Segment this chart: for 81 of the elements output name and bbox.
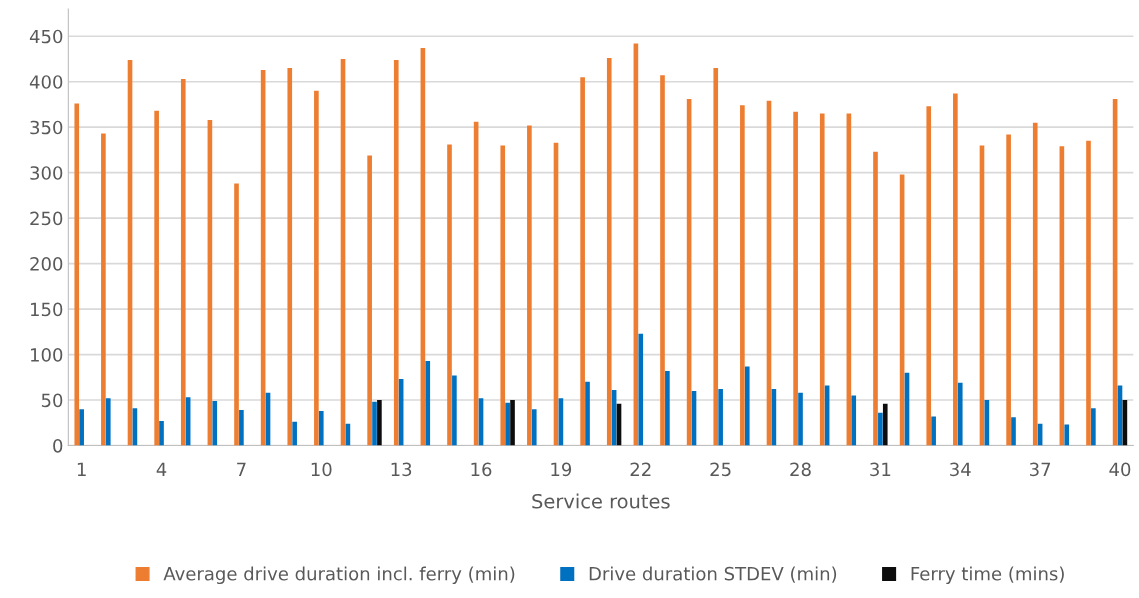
- bar: [665, 370, 670, 446]
- bar: [957, 382, 963, 446]
- y-tick-label: 350: [30, 120, 63, 135]
- bar: [180, 79, 186, 446]
- bar: [851, 395, 857, 446]
- bar: [105, 398, 111, 446]
- bar: [580, 77, 585, 446]
- bar: [1064, 424, 1070, 446]
- bar: [287, 68, 293, 446]
- x-tick-label: 1: [77, 462, 86, 476]
- bar: [953, 93, 958, 446]
- bar: [314, 90, 319, 446]
- y-tick-label: 450: [29, 29, 63, 44]
- bar: [239, 410, 244, 446]
- bar: [212, 400, 218, 446]
- x-tick-label: 40: [1109, 462, 1131, 477]
- bar: [234, 183, 239, 446]
- bar: [931, 416, 936, 446]
- bar: [744, 366, 750, 446]
- x-tick-label: 28: [790, 462, 811, 477]
- x-tick-label: 16: [471, 462, 492, 477]
- bar: [660, 75, 665, 446]
- y-tick-label: 400: [29, 75, 63, 89]
- x-tick-label: 7: [237, 462, 246, 476]
- bar: [531, 409, 537, 446]
- bar: [718, 389, 723, 446]
- bar: [447, 144, 452, 446]
- bar: [798, 392, 803, 446]
- bar: [882, 403, 888, 446]
- legend-label: Ferry time (mins): [911, 566, 1064, 584]
- x-tick-label: 25: [710, 462, 731, 477]
- bar: [452, 375, 457, 446]
- y-tick-label: 0: [53, 438, 63, 453]
- x-tick-label: 4: [156, 462, 167, 476]
- bar: [527, 125, 532, 446]
- y-tick-label: 100: [31, 348, 63, 362]
- legend-label: Drive duration STDEV (min): [589, 566, 837, 583]
- bar: [505, 402, 510, 446]
- bar: [1006, 134, 1011, 446]
- bar: [1032, 122, 1038, 446]
- x-tick-label: 31: [870, 462, 891, 477]
- y-tick-label: 150: [31, 302, 63, 317]
- bar: [377, 400, 382, 446]
- x-tick-label: 37: [1030, 462, 1051, 477]
- bar: [1091, 408, 1096, 446]
- y-tick-label: 50: [41, 393, 63, 408]
- x-tick-label: 19: [551, 462, 572, 477]
- bar: [101, 133, 106, 446]
- bar: [79, 409, 84, 446]
- bar: [318, 410, 324, 446]
- bar: [393, 59, 399, 446]
- y-tick-label: 200: [30, 257, 63, 271]
- x-tick-label: 10: [311, 462, 332, 477]
- x-tick-label: 13: [391, 462, 412, 477]
- bar: [819, 113, 825, 446]
- legend-label: Average drive duration incl. ferry (min): [163, 566, 515, 584]
- bar: [1011, 417, 1016, 446]
- y-tick-label: 300: [30, 166, 63, 180]
- bar: [585, 381, 590, 446]
- bar: [873, 151, 878, 446]
- bar: [510, 400, 515, 446]
- bar: [878, 412, 883, 446]
- bar: [713, 68, 719, 446]
- y-tick-label: 250: [30, 211, 63, 226]
- bar: [740, 105, 745, 446]
- bar: [292, 421, 297, 446]
- x-axis-title: Service routes: [532, 493, 670, 509]
- x-tick-label: 22: [630, 462, 651, 476]
- bar: [74, 103, 80, 446]
- bar: [154, 110, 159, 446]
- bar: [159, 420, 164, 446]
- x-tick-label: 34: [950, 462, 971, 477]
- bar: [500, 145, 506, 446]
- bar: [372, 401, 377, 446]
- bar: [606, 58, 612, 446]
- bar: [367, 155, 372, 446]
- bar: [793, 111, 798, 446]
- bar: [425, 360, 431, 446]
- bar: [638, 333, 644, 446]
- bar: [1086, 140, 1091, 446]
- bar: [926, 106, 932, 446]
